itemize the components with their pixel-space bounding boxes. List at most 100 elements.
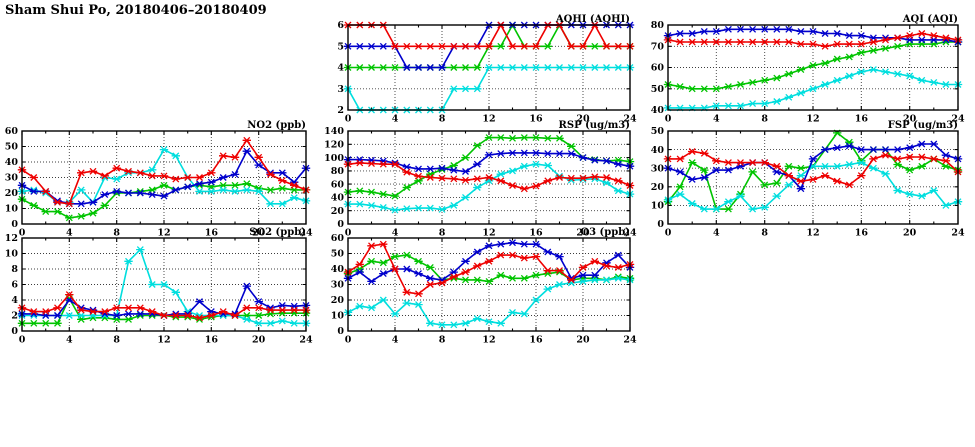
y-tick-label: 0 (11, 326, 18, 337)
chart-title-fsp: FSP (ug/m3) (888, 120, 958, 131)
gridlines-rsp (348, 131, 630, 224)
chart-no2: 0 10 20 30 40 50 60 0 4 8 12 16 20 24 NO2 (ppb) (5, 120, 313, 239)
x-tick-label: 12 (482, 228, 495, 239)
x-tick-label: 12 (157, 228, 170, 239)
y-tick-label: 2 (11, 311, 18, 322)
chart-title-aqi: AQI (AQI) (902, 14, 958, 25)
chart-title-aqhi: AQHI (AQHI) (555, 14, 630, 25)
x-tick-label: 0 (345, 114, 352, 125)
x-tick-label: 8 (113, 335, 120, 346)
y-tick-label: 10 (5, 204, 19, 215)
y-tick-label: 4 (11, 295, 18, 306)
chart-aqhi: 2 3 4 5 6 0 4 8 12 16 20 24 AQHI (AQHI) (337, 14, 637, 125)
y-tick-label: 40 (5, 157, 19, 168)
y-axis-labels-aqi: 40 50 60 70 80 (651, 20, 665, 116)
x-tick-label: 12 (806, 228, 819, 239)
y-tick-label: 5 (337, 41, 344, 52)
x-tick-label: 12 (157, 335, 170, 346)
x-axis-labels-fsp: 0 4 8 12 16 20 24 (665, 228, 965, 239)
y-axis-labels-rsp: 0 20 40 60 80 100 120 140 (324, 126, 344, 230)
y-tick-label: 10 (651, 201, 665, 212)
x-tick-label: 0 (665, 114, 672, 125)
y-tick-label: 30 (651, 163, 665, 174)
y-axis-labels-o3: 0 10 20 30 40 50 60 (331, 233, 345, 337)
x-tick-label: 8 (439, 335, 446, 346)
y-tick-label: 2 (337, 105, 344, 116)
y-tick-label: 40 (331, 193, 345, 204)
y-tick-label: 0 (11, 219, 18, 230)
y-tick-label: 0 (337, 326, 344, 337)
plot-frame-no2 (21, 130, 307, 225)
y-tick-label: 40 (331, 264, 345, 275)
y-tick-label: 0 (337, 219, 344, 230)
x-tick-label: 16 (529, 335, 543, 346)
y-tick-label: 80 (651, 20, 665, 31)
y-tick-label: 120 (324, 139, 344, 150)
y-tick-label: 70 (651, 41, 665, 52)
x-tick-label: 24 (623, 114, 637, 125)
x-tick-label: 8 (761, 114, 768, 125)
y-tick-label: 30 (5, 173, 19, 184)
plot-frame-aqi (667, 24, 959, 111)
x-tick-label: 4 (392, 114, 399, 125)
gridlines-fsp (668, 131, 958, 224)
series-markers-cyan-rsp (343, 160, 635, 214)
x-tick-label: 4 (392, 335, 399, 346)
y-tick-label: 30 (331, 280, 345, 291)
y-tick-label: 10 (5, 249, 19, 260)
plot-frame-so2 (21, 237, 307, 332)
x-axis-labels-aqhi: 0 4 8 12 16 20 24 (345, 114, 637, 125)
x-tick-label: 16 (205, 335, 219, 346)
y-tick-label: 80 (331, 166, 345, 177)
x-tick-label: 24 (299, 228, 313, 239)
chart-fsp: 0 10 20 30 40 50 0 4 8 12 16 20 24 FSP (ug/m3) (651, 120, 965, 239)
y-axis-labels-so2: 0 2 4 6 8 10 12 (5, 233, 19, 337)
y-axis-labels-no2: 0 10 20 30 40 50 60 (5, 126, 19, 230)
series-line-red-rsp (347, 162, 631, 190)
y-tick-label: 50 (651, 84, 665, 95)
x-tick-label: 8 (439, 114, 446, 125)
x-tick-label: 0 (19, 228, 26, 239)
y-tick-label: 20 (5, 188, 19, 199)
x-tick-label: 8 (439, 228, 446, 239)
x-tick-label: 20 (252, 228, 266, 239)
x-tick-label: 4 (392, 228, 399, 239)
chart-title-rsp: RSP (ug/m3) (559, 120, 630, 131)
chart-aqi: 40 50 60 70 80 0 4 8 12 16 20 24 AQI (AQI) (651, 14, 965, 125)
ticks-fsp (667, 130, 959, 225)
y-tick-label: 20 (331, 295, 345, 306)
y-tick-label: 60 (331, 179, 345, 190)
x-tick-label: 12 (482, 335, 495, 346)
x-tick-label: 12 (482, 114, 495, 125)
x-tick-label: 16 (205, 228, 219, 239)
y-tick-label: 50 (331, 249, 345, 260)
chart-title-o3: O3 (ppb) (580, 227, 630, 238)
y-tick-label: 20 (651, 182, 665, 193)
plot-frame-o3 (347, 237, 631, 332)
y-tick-label: 0 (657, 219, 664, 230)
x-tick-label: 24 (951, 114, 965, 125)
x-tick-label: 20 (903, 228, 917, 239)
x-tick-label: 4 (713, 114, 720, 125)
x-tick-label: 0 (345, 228, 352, 239)
y-tick-label: 8 (11, 264, 18, 275)
x-tick-label: 20 (576, 228, 590, 239)
plot-frame-aqhi (347, 24, 631, 111)
y-tick-label: 10 (331, 311, 345, 322)
x-tick-label: 8 (113, 228, 120, 239)
gridlines-o3 (348, 238, 630, 331)
y-tick-label: 50 (651, 126, 665, 137)
page-title: Sham Shui Po, 20180406–20180409 (5, 3, 267, 18)
x-tick-label: 24 (951, 228, 965, 239)
x-tick-label: 0 (345, 335, 352, 346)
y-tick-label: 100 (324, 153, 344, 164)
y-tick-label: 6 (337, 20, 344, 31)
x-tick-label: 24 (623, 335, 637, 346)
x-tick-label: 4 (66, 228, 73, 239)
x-tick-label: 0 (665, 228, 672, 239)
y-tick-label: 20 (331, 206, 345, 217)
plot-frame-rsp (347, 130, 631, 225)
